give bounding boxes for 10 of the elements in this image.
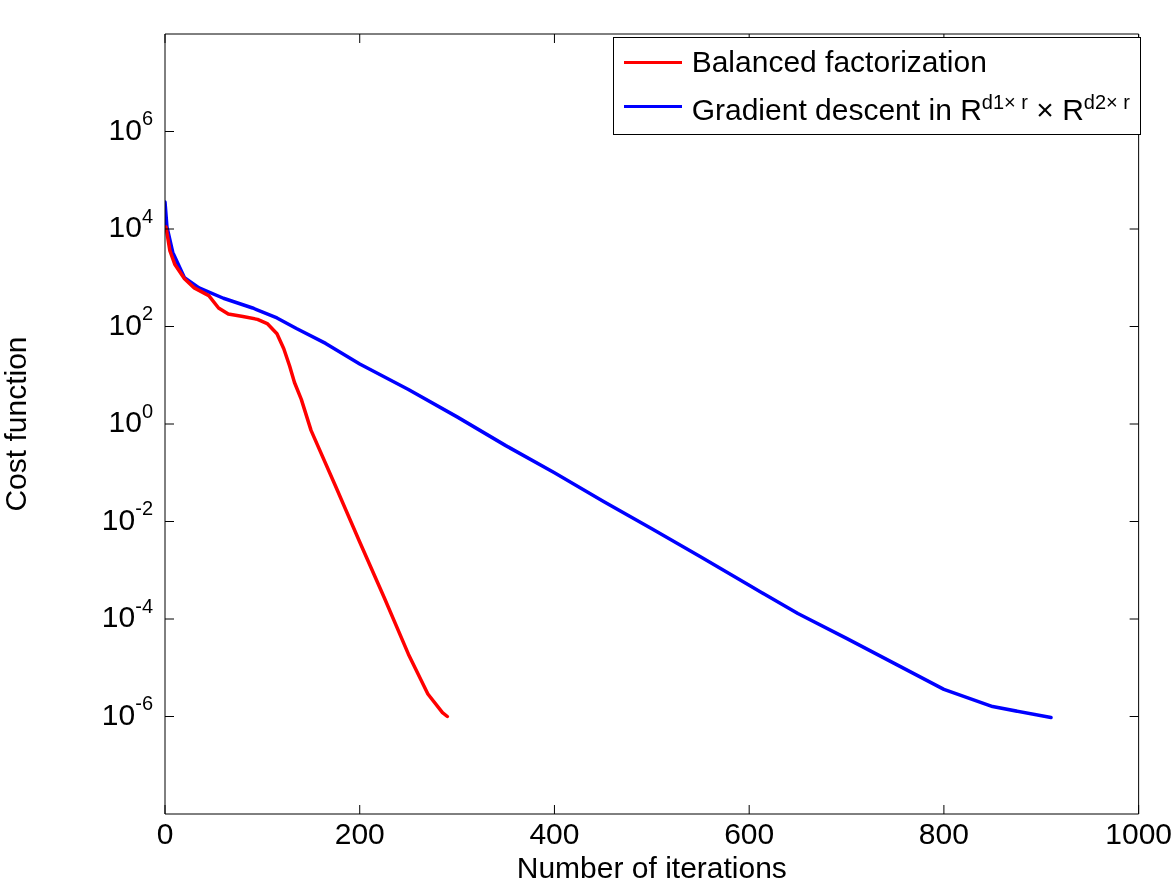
- y-axis-title: Cost function: [0, 336, 33, 512]
- x-tick-label: 200: [334, 817, 385, 851]
- x-tick-label: 600: [724, 817, 775, 851]
- legend-label: Balanced factorization: [691, 44, 987, 80]
- x-tick-label: 1000: [1105, 817, 1173, 851]
- x-tick-label: 800: [918, 817, 969, 851]
- legend-label: Gradient descent in R$^{d1× r}$ × R$^{d2× r}$: [691, 90, 1130, 128]
- x-axis-title: Number of iterations: [516, 851, 787, 885]
- x-tick-label: 0: [156, 817, 174, 851]
- x-tick-label: 400: [529, 817, 580, 851]
